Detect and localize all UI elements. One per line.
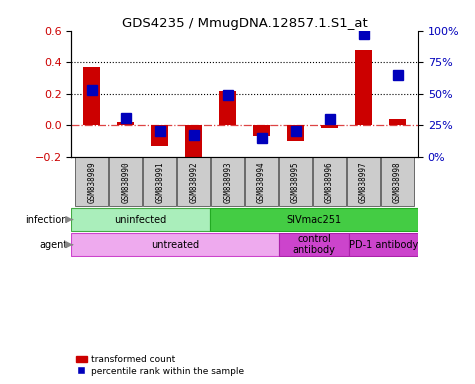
Bar [321,125,338,128]
Bar [279,233,349,256]
Text: GSM838997: GSM838997 [359,161,368,203]
Bar [71,233,279,256]
Bar [245,157,278,207]
Text: GSM838993: GSM838993 [223,161,232,203]
Bar [381,157,414,207]
Bar [279,157,312,207]
Bar [83,67,100,125]
Text: GSM838991: GSM838991 [155,161,164,203]
Bar [75,157,108,207]
Bar [349,233,418,256]
Text: GSM838996: GSM838996 [325,161,334,203]
Text: untreated: untreated [151,240,200,250]
Bar [287,125,304,141]
Legend: transformed count, percentile rank within the sample: transformed count, percentile rank withi… [76,355,244,376]
Bar [347,157,380,207]
Bar [117,122,134,125]
Text: GSM838989: GSM838989 [87,161,96,203]
Text: uninfected: uninfected [114,215,167,225]
Bar [253,125,270,136]
Bar [219,91,236,125]
Text: GSM838998: GSM838998 [393,161,402,203]
Bar [71,208,210,231]
Bar [151,125,168,146]
Bar [355,50,372,125]
Text: GSM838990: GSM838990 [121,161,130,203]
Title: GDS4235 / MmugDNA.12857.1.S1_at: GDS4235 / MmugDNA.12857.1.S1_at [122,17,368,30]
Text: SIVmac251: SIVmac251 [286,215,342,225]
Text: infection: infection [25,215,68,225]
Bar [211,157,244,207]
Text: PD-1 antibody: PD-1 antibody [349,240,418,250]
Text: GSM838992: GSM838992 [189,161,198,203]
Bar [109,157,142,207]
Text: GSM838995: GSM838995 [291,161,300,203]
Text: GSM838994: GSM838994 [257,161,266,203]
Bar [389,119,406,125]
Bar [313,157,346,207]
Bar [177,157,210,207]
Text: control
antibody: control antibody [293,234,335,255]
Text: agent: agent [39,240,68,250]
Bar [185,125,202,160]
Bar [210,208,418,231]
Bar [143,157,176,207]
